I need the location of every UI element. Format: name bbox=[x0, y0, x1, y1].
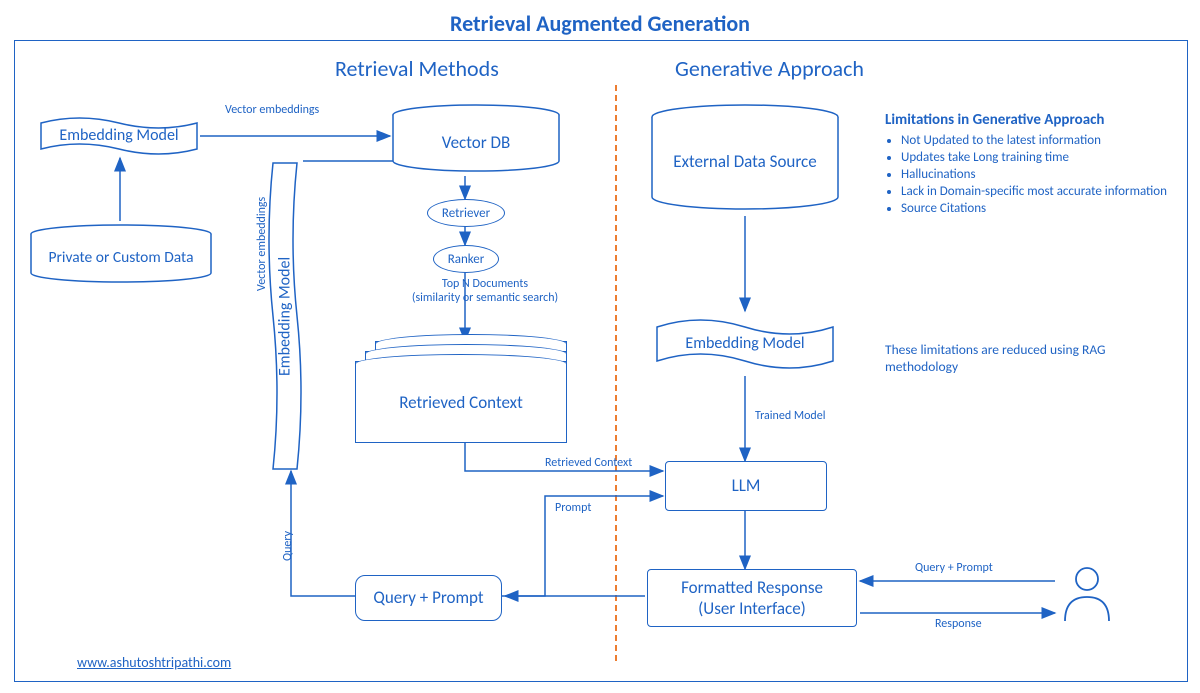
lbl-vecemb2: Vector embeddings bbox=[255, 197, 269, 291]
lbl-response: Response bbox=[935, 617, 982, 631]
lbl-vecemb: Vector embeddings bbox=[225, 103, 319, 117]
lbl-topn: Top N Documents (similarity or semantic … bbox=[395, 277, 575, 305]
lbl-qp: Query + Prompt bbox=[915, 561, 993, 575]
node-ranker: Ranker bbox=[433, 245, 499, 273]
outer-frame: Retrieval Methods Generative Approach bbox=[14, 40, 1188, 682]
lbl-query: Query bbox=[281, 531, 295, 561]
node-ext-src: External Data Source bbox=[650, 103, 840, 213]
section-right: Generative Approach bbox=[675, 55, 864, 82]
lbl-trained: Trained Model bbox=[755, 409, 825, 423]
limitations: Limitations in Generative Approach Not U… bbox=[885, 111, 1175, 218]
node-vector-db: Vector DB bbox=[391, 103, 561, 175]
node-embed3: Embedding Model bbox=[655, 313, 835, 375]
node-response: Formatted Response (User Interface) bbox=[647, 569, 857, 627]
user-icon bbox=[1059, 563, 1115, 623]
node-embed2: Embedding Model bbox=[265, 161, 305, 471]
node-llm: LLM bbox=[665, 461, 827, 511]
node-retriever: Retriever bbox=[427, 199, 505, 227]
node-retrieved-context: Retrieved Context bbox=[355, 341, 575, 441]
node-query-prompt: Query + Prompt bbox=[355, 575, 502, 621]
section-left: Retrieval Methods bbox=[335, 55, 499, 82]
limitations-note: These limitations are reduced using RAG … bbox=[885, 341, 1165, 375]
lbl-retr: Retrieved Context bbox=[545, 456, 632, 470]
footer-link[interactable]: www.ashutoshtripathi.com bbox=[77, 654, 231, 671]
diagram-stage: Retrieval Augmented Generation Retrieval… bbox=[0, 0, 1200, 693]
limitations-list: Not Updated to the latest information Up… bbox=[885, 133, 1175, 216]
lbl-prompt: Prompt bbox=[555, 501, 591, 515]
divider bbox=[615, 85, 617, 661]
node-private-data: Private or Custom Data bbox=[29, 223, 213, 285]
page-title: Retrieval Augmented Generation bbox=[0, 10, 1200, 37]
node-embed1: Embedding Model bbox=[39, 113, 199, 159]
